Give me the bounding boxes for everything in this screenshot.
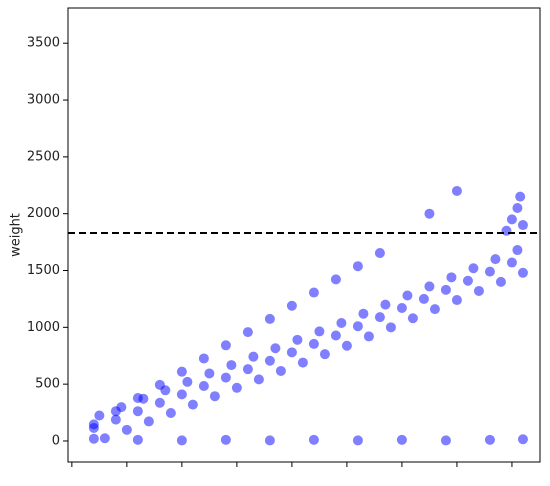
point [94, 410, 105, 421]
point [154, 379, 165, 390]
point [264, 355, 275, 366]
point [198, 380, 209, 391]
point [451, 295, 462, 306]
y-axis-label: weight [9, 213, 24, 257]
point [220, 434, 231, 445]
point [248, 351, 259, 362]
point [330, 274, 341, 285]
point [286, 347, 297, 358]
point [176, 366, 187, 377]
point [264, 313, 275, 324]
point [308, 434, 319, 445]
point [319, 349, 330, 360]
point [352, 435, 363, 446]
plot-frame [67, 7, 541, 463]
point [512, 245, 523, 256]
point [198, 353, 209, 364]
point [506, 257, 517, 268]
point [132, 434, 143, 445]
point [490, 254, 501, 265]
point [385, 322, 396, 333]
point [275, 365, 286, 376]
point [517, 220, 528, 231]
point [380, 299, 391, 310]
y-tick-label: 3500 [27, 36, 60, 51]
point [517, 434, 528, 445]
point [110, 414, 121, 425]
point [352, 261, 363, 272]
point [512, 203, 523, 214]
y-tick-label: 2000 [27, 206, 60, 221]
point [308, 338, 319, 349]
point [358, 308, 369, 319]
point [429, 304, 440, 315]
point [515, 191, 526, 202]
point [468, 263, 479, 274]
point [187, 399, 198, 410]
point [484, 434, 495, 445]
point [517, 267, 528, 278]
point [231, 382, 242, 393]
point [270, 343, 281, 354]
point [88, 419, 99, 430]
point [396, 434, 407, 445]
point [176, 389, 187, 400]
point [396, 303, 407, 314]
point [440, 435, 451, 446]
y-tick-label: 500 [35, 377, 60, 392]
point [220, 340, 231, 351]
point [308, 287, 319, 298]
point [242, 364, 253, 375]
y-tick-label: 1500 [27, 263, 60, 278]
point [242, 327, 253, 338]
point [297, 357, 308, 368]
point [253, 374, 264, 385]
point [143, 416, 154, 427]
point [424, 281, 435, 292]
point [451, 185, 462, 196]
y-tick-label: 1000 [27, 320, 60, 335]
point [462, 275, 473, 286]
point [165, 408, 176, 419]
y-tick-label: 2500 [27, 149, 60, 164]
point [352, 321, 363, 332]
point [424, 208, 435, 219]
point [374, 248, 385, 259]
point [226, 360, 237, 371]
point [336, 318, 347, 329]
y-tick-label: 3000 [27, 93, 60, 108]
point [484, 266, 495, 277]
point [314, 326, 325, 337]
point [132, 393, 143, 404]
point [132, 406, 143, 417]
point [286, 300, 297, 311]
point [182, 376, 193, 387]
point [506, 214, 517, 225]
point [121, 424, 132, 435]
point [110, 406, 121, 417]
point [176, 435, 187, 446]
point [88, 433, 99, 444]
point [374, 312, 385, 323]
point [330, 330, 341, 341]
point [154, 397, 165, 408]
y-tick-label: 0 [52, 433, 60, 448]
point [204, 368, 215, 379]
point [501, 225, 512, 236]
point [363, 331, 374, 342]
point [402, 290, 413, 301]
point [407, 313, 418, 324]
point [264, 435, 275, 446]
point [495, 276, 506, 287]
point [473, 285, 484, 296]
point [209, 391, 220, 402]
point [99, 433, 110, 444]
point [440, 284, 451, 295]
point [341, 340, 352, 351]
point [220, 372, 231, 383]
point [418, 293, 429, 304]
point [292, 334, 303, 345]
point [446, 272, 457, 283]
